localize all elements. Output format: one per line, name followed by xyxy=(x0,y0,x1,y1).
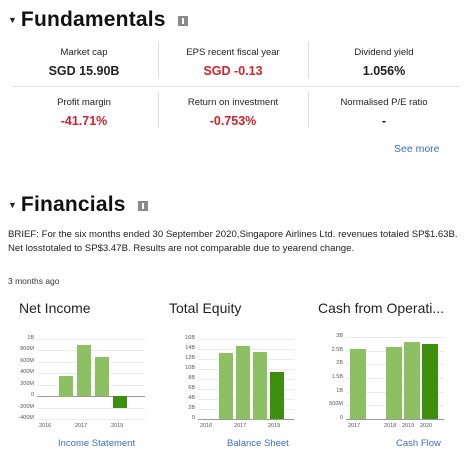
chart-bar[interactable] xyxy=(95,357,109,396)
chart-gridline xyxy=(37,419,145,420)
y-tick-label: 600M xyxy=(20,358,34,364)
chart-bar[interactable] xyxy=(253,352,267,420)
y-tick-label: 14B xyxy=(185,345,195,351)
balance-sheet-link[interactable]: Balance Sheet xyxy=(227,438,289,449)
metric-label: EPS recent fiscal year xyxy=(186,47,280,58)
x-tick-label: 2017 xyxy=(75,423,88,429)
metric-profit-margin: Profit margin -41.71% xyxy=(14,97,154,128)
chart-gridline xyxy=(37,373,145,374)
y-tick-label: 12B xyxy=(185,355,195,361)
financials-brief: BRIEF: For the six months ended 30 Septe… xyxy=(8,229,458,254)
financials-header[interactable]: ▼ Financials xyxy=(8,193,148,217)
chart-bar[interactable] xyxy=(422,344,438,419)
chart-gridline xyxy=(37,362,145,363)
y-tick-label: 200M xyxy=(20,381,34,387)
y-tick-label: -200M xyxy=(18,404,34,410)
metric-market-cap: Market cap SGD 15.90B xyxy=(14,47,154,78)
see-more-link[interactable]: See more xyxy=(394,143,440,155)
chart-gridline xyxy=(37,339,145,340)
chart-gridline xyxy=(198,339,294,340)
y-tick-label: 3B xyxy=(336,333,343,339)
cash-flow-link[interactable]: Cash Flow xyxy=(396,438,441,449)
chart-title-cash-from-operations: Cash from Operati... xyxy=(318,300,445,316)
chart-gridline xyxy=(37,350,145,351)
chart-zero-axis xyxy=(37,396,145,397)
y-tick-label: 0 xyxy=(339,415,343,421)
chart-bar[interactable] xyxy=(404,342,420,419)
metric-label: Dividend yield xyxy=(354,47,414,58)
time-ago: 3 months ago xyxy=(8,276,60,286)
metric-label: Profit margin xyxy=(57,97,111,108)
fundamentals-header[interactable]: ▼ Fundamentals xyxy=(8,8,188,32)
x-tick-label: 2019 xyxy=(111,423,124,429)
y-tick-label: 800M xyxy=(20,346,34,352)
y-tick-label: 2B xyxy=(336,360,343,366)
metric-label: Market cap xyxy=(60,47,108,58)
income-statement-link[interactable]: Income Statement xyxy=(58,438,136,449)
x-tick-label: 2020 xyxy=(420,423,433,429)
chart-zero-axis xyxy=(198,419,294,420)
metric-return-on-investment: Return on investment -0.753% xyxy=(163,97,303,128)
chart-bar[interactable] xyxy=(236,346,250,419)
x-tick-label: 2018 xyxy=(384,423,397,429)
y-tick-label: 400M xyxy=(20,369,34,375)
chart-bar[interactable] xyxy=(350,349,366,419)
chart-bar[interactable] xyxy=(219,353,233,419)
collapse-triangle-icon[interactable]: ▼ xyxy=(8,15,17,25)
y-tick-label: -400M xyxy=(18,415,34,421)
y-tick-label: 1B xyxy=(336,388,343,394)
y-tick-label: 1.5B xyxy=(331,374,343,380)
chart-gridline xyxy=(346,337,444,338)
divider xyxy=(308,42,309,78)
financials-title: Financials xyxy=(20,193,126,216)
y-tick-label: 4B xyxy=(188,395,195,401)
metric-value: - xyxy=(381,114,387,128)
chart-bar[interactable] xyxy=(59,376,73,397)
x-tick-label: 2017 xyxy=(234,423,247,429)
metric-dividend-yield: Dividend yield 1.056% xyxy=(314,47,454,78)
y-tick-label: 8B xyxy=(188,375,195,381)
chart-zero-axis xyxy=(346,419,444,420)
chart-gridline xyxy=(37,385,145,386)
chart-bar[interactable] xyxy=(113,396,127,408)
divider xyxy=(158,42,159,78)
y-tick-label: 0 xyxy=(30,392,34,398)
divider xyxy=(12,86,460,87)
info-icon[interactable] xyxy=(137,201,148,211)
y-tick-label: 0 xyxy=(191,415,195,421)
y-tick-label: 2.5B xyxy=(331,347,343,353)
x-tick-label: 2019 xyxy=(402,423,415,429)
metric-value: -0.753% xyxy=(209,114,257,128)
chart-bar[interactable] xyxy=(77,345,91,396)
fundamentals-title: Fundamentals xyxy=(20,8,166,31)
x-tick-label: 2017 xyxy=(348,423,361,429)
metric-label: Return on investment xyxy=(187,97,279,108)
metric-normalised-pe: Normalised P/E ratio - xyxy=(314,97,454,128)
metric-eps: EPS recent fiscal year SGD -0.13 xyxy=(163,47,303,78)
metric-value: SGD -0.13 xyxy=(203,64,263,78)
collapse-triangle-icon[interactable]: ▼ xyxy=(8,200,17,210)
divider xyxy=(308,92,309,128)
chart-title-net-income: Net Income xyxy=(19,300,91,316)
chart-bar[interactable] xyxy=(386,347,402,419)
info-icon[interactable] xyxy=(177,16,188,26)
chart-bar[interactable] xyxy=(270,372,284,419)
divider xyxy=(158,92,159,128)
metric-value: -41.71% xyxy=(60,114,108,128)
x-tick-label: 2016 xyxy=(200,423,213,429)
chart-gridline xyxy=(37,408,145,409)
y-tick-label: 6B xyxy=(188,385,195,391)
x-tick-label: 2019 xyxy=(268,423,281,429)
x-tick-label: 2016 xyxy=(39,423,52,429)
y-tick-label: 500M xyxy=(329,401,343,407)
metric-value: 1.056% xyxy=(362,64,406,78)
y-tick-label: 2B xyxy=(188,405,195,411)
y-tick-label: 16B xyxy=(185,335,195,341)
chart-title-total-equity: Total Equity xyxy=(169,300,242,316)
metric-value: SGD 15.90B xyxy=(48,64,120,78)
y-tick-label: 10B xyxy=(185,365,195,371)
y-tick-label: 1B xyxy=(27,335,34,341)
metric-label: Normalised P/E ratio xyxy=(340,97,428,108)
